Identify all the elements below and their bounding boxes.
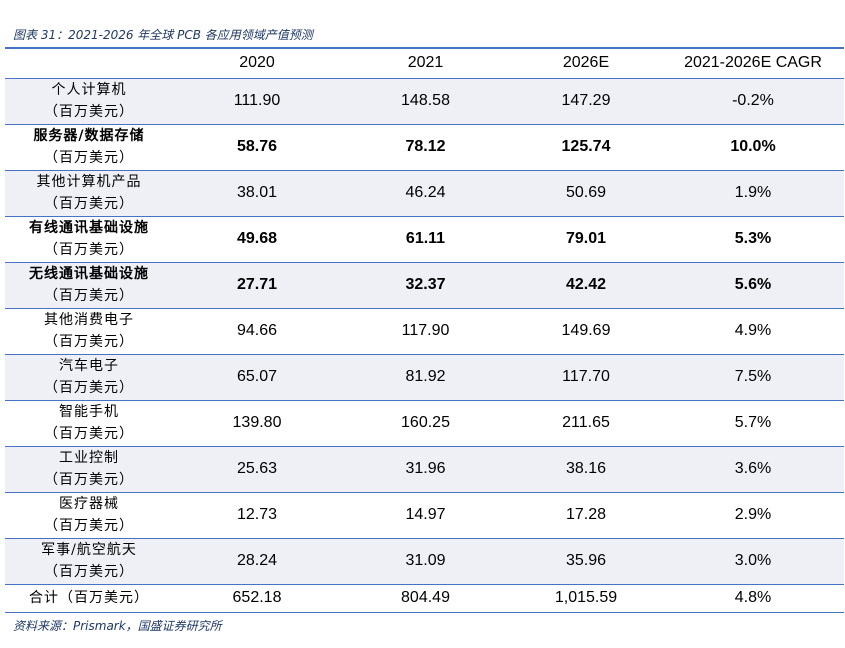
value-2020: 27.71 [173,262,341,309]
table-row: 智能手机 （百万美元） 139.80 160.25 211.65 5.7% [5,400,844,447]
table-row: 军事/航空航天 （百万美元） 28.24 31.09 35.96 3.0% [5,538,844,585]
header-cell-2021: 2021 [341,48,510,79]
value-2020: 65.07 [173,354,341,401]
value-cagr: 5.6% [662,262,844,309]
table-row: 无线通讯基础设施 （百万美元） 27.71 32.37 42.42 5.6% [5,262,844,309]
value-2021: 32.37 [341,262,510,309]
row-label: 服务器/数据存储 （百万美元） [5,124,173,171]
total-2021: 804.49 [341,584,510,613]
value-2021: 31.96 [341,446,510,493]
value-2026e: 79.01 [510,216,662,263]
pcb-forecast-table: 2020 2021 2026E 2021-2026E CAGR 个人计算机 （百万… [5,47,844,613]
value-2021: 46.24 [341,170,510,217]
table-row: 服务器/数据存储 （百万美元） 58.76 78.12 125.74 10.0% [5,124,844,171]
value-2021: 78.12 [341,124,510,171]
value-2021: 31.09 [341,538,510,585]
header-cell-empty [5,48,173,79]
total-row: 合计（百万美元） 652.18 804.49 1,015.59 4.8% [5,584,844,613]
table-row: 有线通讯基础设施 （百万美元） 49.68 61.11 79.01 5.3% [5,216,844,263]
total-2026e: 1,015.59 [510,584,662,613]
value-2021: 81.92 [341,354,510,401]
table-row: 医疗器械 （百万美元） 12.73 14.97 17.28 2.9% [5,492,844,539]
source-note: 资料来源：Prismark，国盛证券研究所 [13,619,222,633]
value-2020: 49.68 [173,216,341,263]
table-row: 其他计算机产品 （百万美元） 38.01 46.24 50.69 1.9% [5,170,844,217]
value-2020: 38.01 [173,170,341,217]
table-row: 个人计算机 （百万美元） 111.90 148.58 147.29 -0.2% [5,78,844,125]
row-label: 其他计算机产品 （百万美元） [5,170,173,217]
table-row: 工业控制 （百万美元） 25.63 31.96 38.16 3.6% [5,446,844,493]
value-cagr: 7.5% [662,354,844,401]
value-2021: 160.25 [341,400,510,447]
header-cell-cagr: 2021-2026E CAGR [662,48,844,79]
value-2020: 28.24 [173,538,341,585]
total-2020: 652.18 [173,584,341,613]
value-2026e: 35.96 [510,538,662,585]
value-cagr: 3.0% [662,538,844,585]
value-2020: 139.80 [173,400,341,447]
value-2020: 111.90 [173,78,341,125]
value-2021: 117.90 [341,308,510,355]
value-2026e: 17.28 [510,492,662,539]
row-label: 汽车电子 （百万美元） [5,354,173,401]
value-cagr: 5.7% [662,400,844,447]
total-label: 合计（百万美元） [5,584,173,613]
value-2021: 14.97 [341,492,510,539]
value-2026e: 42.42 [510,262,662,309]
table-header-row: 2020 2021 2026E 2021-2026E CAGR [5,48,844,79]
value-cagr: -0.2% [662,78,844,125]
value-cagr: 5.3% [662,216,844,263]
row-label: 无线通讯基础设施 （百万美元） [5,262,173,309]
value-2026e: 125.74 [510,124,662,171]
value-cagr: 4.9% [662,308,844,355]
row-label: 智能手机 （百万美元） [5,400,173,447]
value-2020: 58.76 [173,124,341,171]
value-2026e: 117.70 [510,354,662,401]
value-2021: 61.11 [341,216,510,263]
value-2026e: 149.69 [510,308,662,355]
header-cell-2020: 2020 [173,48,341,79]
row-label: 工业控制 （百万美元） [5,446,173,493]
row-label: 军事/航空航天 （百万美元） [5,538,173,585]
value-2026e: 50.69 [510,170,662,217]
row-label: 有线通讯基础设施 （百万美元） [5,216,173,263]
value-cagr: 3.6% [662,446,844,493]
value-2020: 94.66 [173,308,341,355]
row-label: 其他消费电子 （百万美元） [5,308,173,355]
value-2026e: 147.29 [510,78,662,125]
value-2026e: 38.16 [510,446,662,493]
value-cagr: 10.0% [662,124,844,171]
table-row: 汽车电子 （百万美元） 65.07 81.92 117.70 7.5% [5,354,844,401]
value-2020: 12.73 [173,492,341,539]
value-2021: 148.58 [341,78,510,125]
value-cagr: 2.9% [662,492,844,539]
total-cagr: 4.8% [662,584,844,613]
row-label: 医疗器械 （百万美元） [5,492,173,539]
figure-caption: 图表 31：2021-2026 年全球 PCB 各应用领域产值预测 [13,28,313,42]
value-cagr: 1.9% [662,170,844,217]
header-cell-2026e: 2026E [510,48,662,79]
value-2026e: 211.65 [510,400,662,447]
value-2020: 25.63 [173,446,341,493]
table-row: 其他消费电子 （百万美元） 94.66 117.90 149.69 4.9% [5,308,844,355]
row-label: 个人计算机 （百万美元） [5,78,173,125]
